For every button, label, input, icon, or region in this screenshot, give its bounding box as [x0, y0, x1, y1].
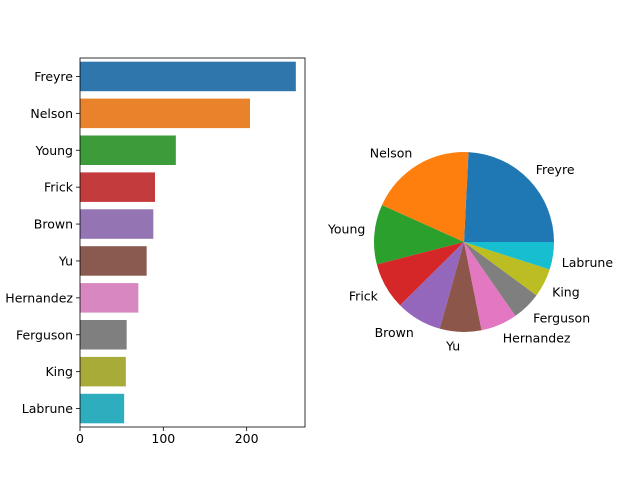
pie-slice-hernandez [464, 242, 516, 331]
pie-label-labrune: Labrune [562, 255, 614, 270]
y-tick-label-yu: Yu [58, 253, 73, 268]
bar-chart: Freyre Nelson Young Frick Brown Yu Hernandez Fe… [5, 57, 306, 446]
x-tick-label: 100 [151, 431, 175, 446]
pie-label-brown: Brown [375, 325, 414, 340]
bar-ferguson [80, 319, 127, 350]
y-tick-label-ferguson: Ferguson [16, 327, 73, 342]
y-tick-label-frick: Frick [44, 180, 74, 195]
y-tick-label-freyre: Freyre [34, 69, 73, 84]
pie-slice-brown [400, 242, 464, 329]
y-tick-label-labrune: Labrune [22, 401, 74, 416]
x-tick-label: 200 [235, 431, 259, 446]
bar-yu [80, 246, 147, 276]
pie-slice-labrune [464, 242, 554, 270]
bar-freyre [80, 61, 296, 92]
y-tick-label-king: King [45, 364, 73, 379]
y-tick-label-hernandez: Hernandez [5, 290, 73, 305]
pie-label-king: King [552, 285, 580, 300]
y-tick-label-young: Young [35, 143, 73, 158]
bar-plot-frame [79, 57, 306, 428]
bar-young [80, 135, 176, 166]
pie-slice-frick [376, 242, 464, 306]
pie-slice-freyre [464, 152, 554, 242]
pie-slice-nelson [381, 151, 469, 242]
x-tick-label: 0 [76, 431, 84, 446]
y-tick-label-brown: Brown [34, 217, 73, 232]
y-tick-label-nelson: Nelson [30, 106, 73, 121]
pie-slice-king [464, 242, 550, 296]
bar-labrune [80, 393, 125, 424]
pie-label-frick: Frick [349, 289, 379, 304]
pie-slice-young [373, 205, 464, 265]
pie-label-ferguson: Ferguson [533, 311, 590, 326]
bar-brown [80, 209, 154, 239]
pie-label-yu: Yu [445, 339, 460, 354]
pie-label-nelson: Nelson [370, 146, 413, 161]
pie-slice-ferguson [464, 242, 537, 316]
bar-king [80, 356, 126, 387]
pie-slice-yu [439, 242, 482, 332]
pie-label-hernandez: Hernandez [503, 331, 571, 346]
bar-hernandez [80, 283, 139, 313]
pie-label-young: Young [327, 222, 365, 237]
pie-label-freyre: Freyre [536, 162, 575, 177]
bar-frick [80, 172, 155, 202]
pie-chart: Freyre Nelson Young Frick Brown Yu Hernandez Fe… [327, 146, 613, 354]
bar-nelson [80, 98, 250, 129]
